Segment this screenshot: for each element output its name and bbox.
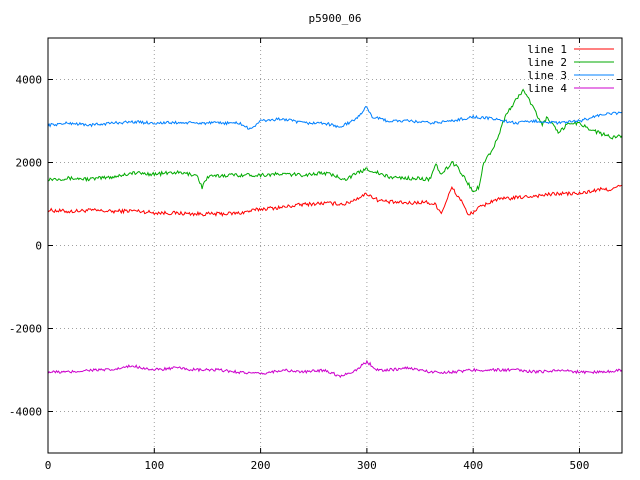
series-line-1 — [47, 184, 623, 217]
legend-label-3: line 3 — [527, 69, 567, 82]
y-tick-label: 0 — [35, 240, 42, 253]
legend-label-4: line 4 — [527, 82, 567, 95]
legend-label-1: line 1 — [527, 43, 567, 56]
y-tick-label: -2000 — [9, 323, 42, 336]
y-tick-label: -4000 — [9, 406, 42, 419]
series-line-2 — [47, 88, 623, 193]
chart-title: p5900_06 — [309, 12, 362, 25]
x-tick-label: 200 — [251, 459, 271, 472]
series-line-3 — [47, 105, 623, 130]
x-tick-label: 300 — [357, 459, 377, 472]
legend-label-2: line 2 — [527, 56, 567, 69]
x-tick-label: 500 — [570, 459, 590, 472]
y-tick-label: 2000 — [16, 157, 43, 170]
x-tick-label: 100 — [144, 459, 164, 472]
series-line-4 — [47, 359, 623, 379]
x-tick-label: 400 — [463, 459, 483, 472]
axis-ticks: 0 100 200 300 400 500 -4000 -2000 0 2000 4000 — [9, 38, 622, 472]
plot-frame — [47, 37, 623, 454]
series-group — [47, 88, 623, 379]
x-tick-label: 0 — [45, 459, 52, 472]
y-tick-label: 4000 — [16, 74, 43, 87]
